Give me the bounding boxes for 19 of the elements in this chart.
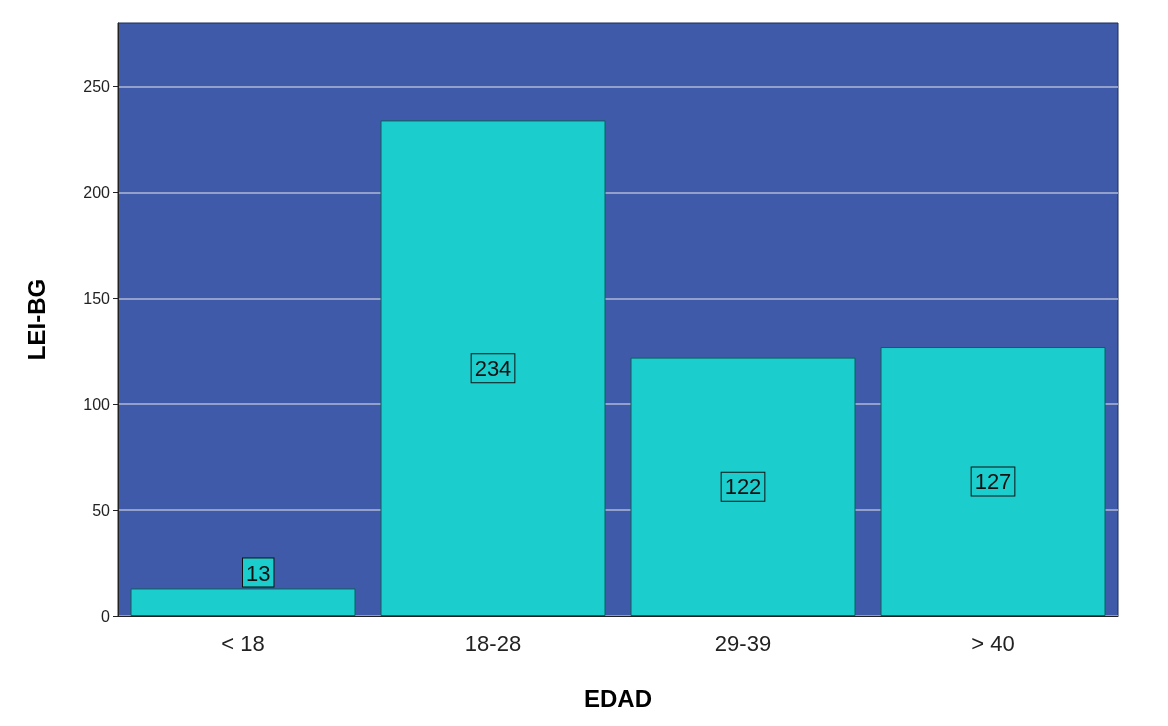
data-label: 234 (474, 355, 512, 381)
x-axis-title: EDAD (583, 684, 653, 712)
bar (630, 357, 856, 616)
y-tick-label: 100 (83, 395, 111, 413)
y-tick-label: 150 (83, 289, 111, 307)
data-label: 122 (724, 474, 762, 500)
y-tick-label: 200 (83, 183, 111, 201)
x-tick-label: 29-39 (714, 630, 772, 656)
data-label: 13 (246, 560, 271, 586)
y-tick-label: 0 (101, 607, 111, 625)
bar (880, 347, 1106, 616)
x-tick-label: > 40 (971, 630, 1015, 656)
y-axis-title: LEI-BG (22, 278, 50, 361)
data-label: 127 (974, 469, 1012, 495)
y-tick-label: 250 (83, 78, 111, 96)
x-tick-label: 18-28 (464, 630, 522, 656)
y-tick-label: 50 (92, 501, 111, 519)
bar (380, 120, 606, 616)
x-tick-label: < 18 (221, 630, 265, 656)
